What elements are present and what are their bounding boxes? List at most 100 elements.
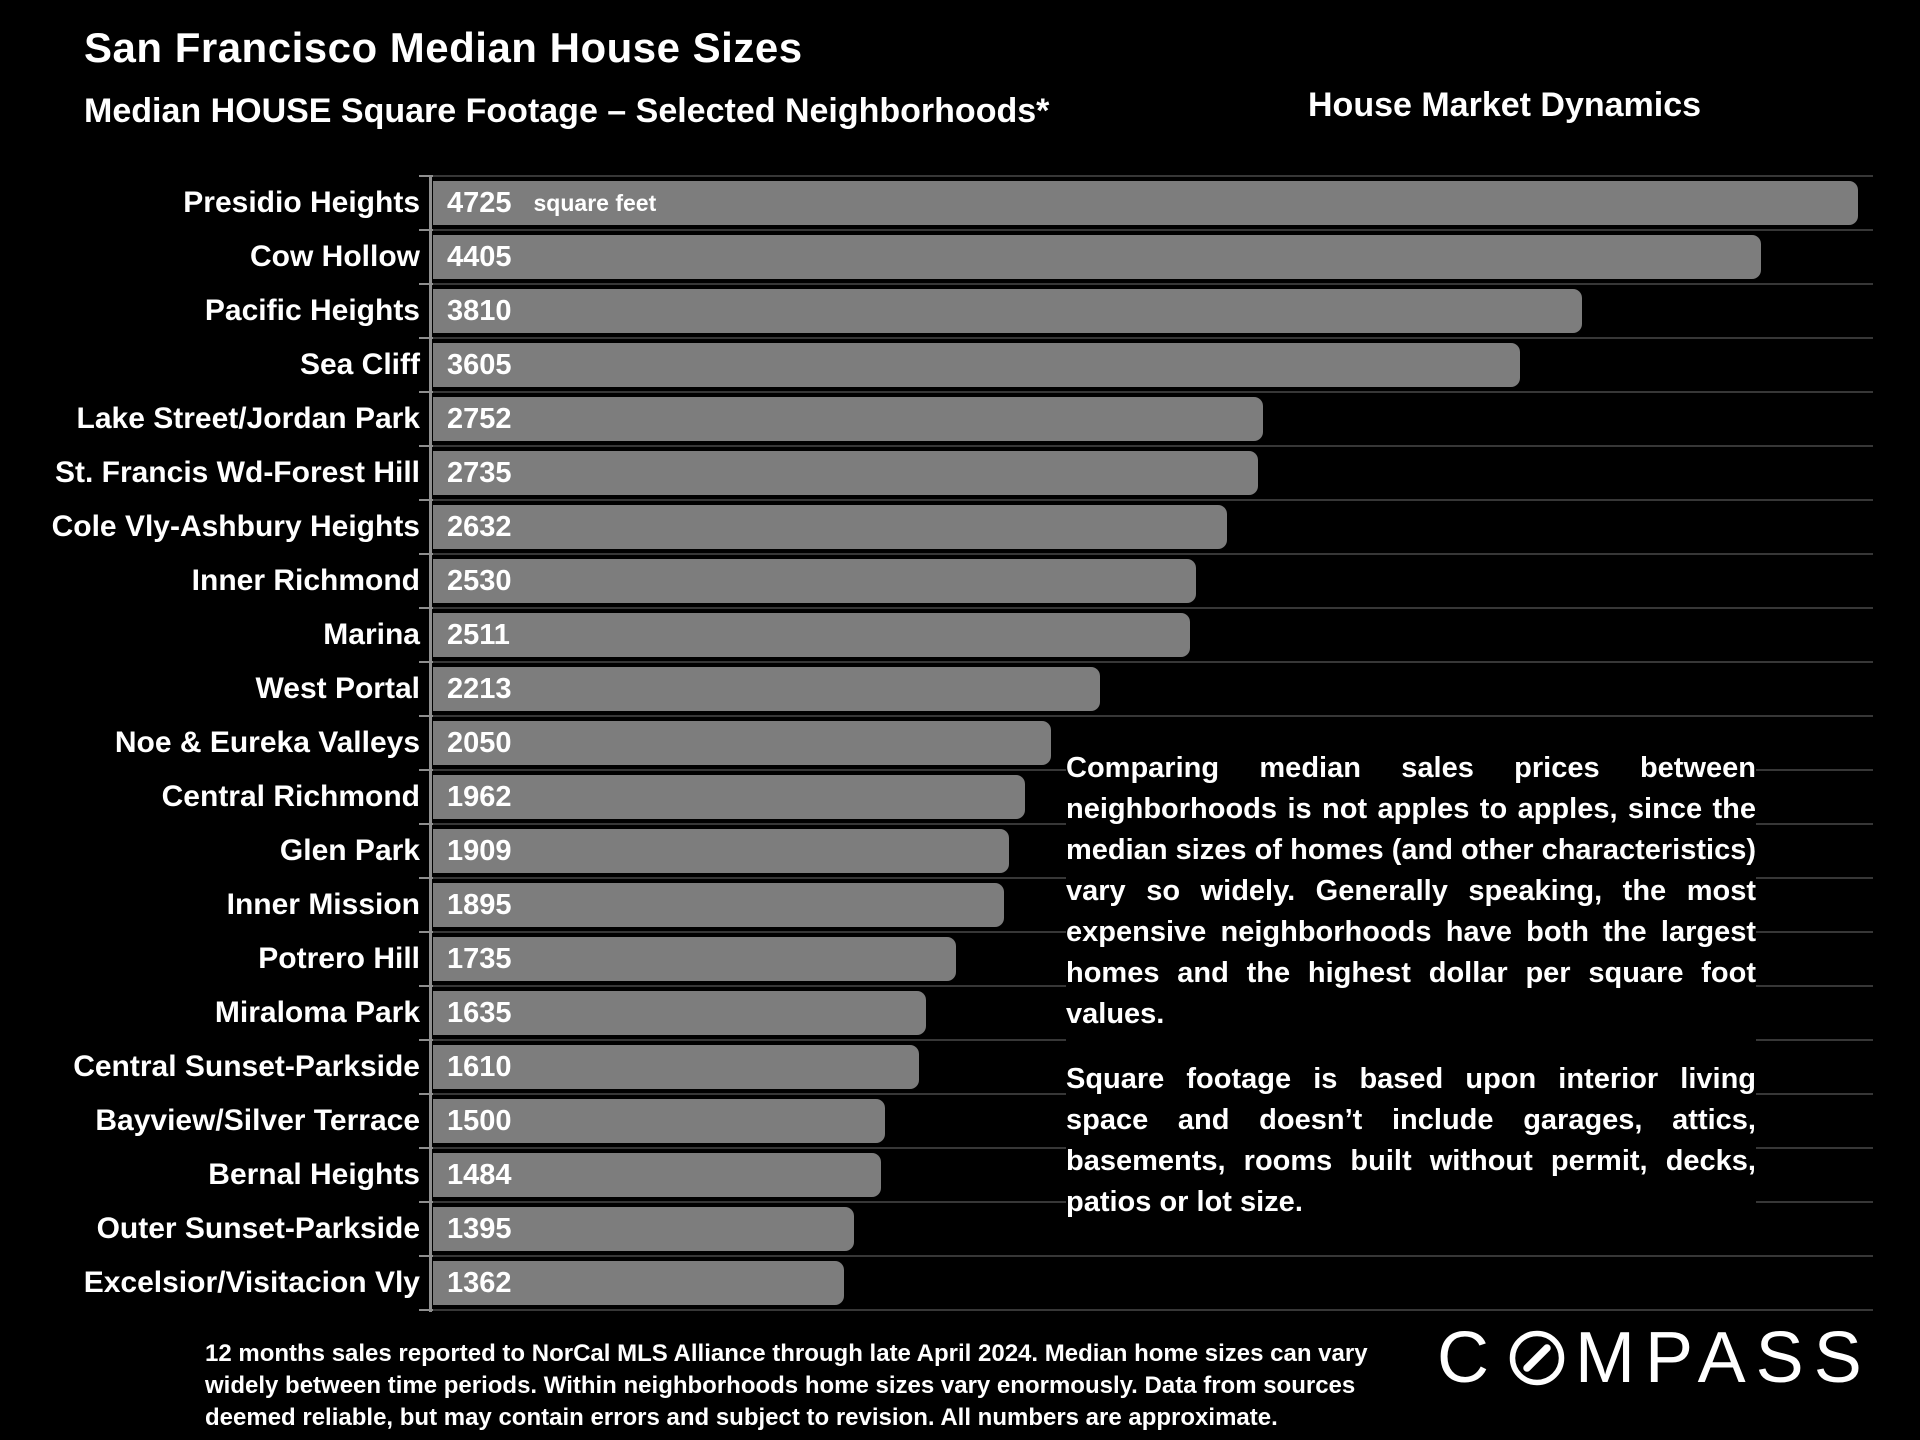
axis-tick xyxy=(419,985,433,987)
row-separator-line xyxy=(433,499,1873,501)
unit-label: square feet xyxy=(533,189,657,216)
bar-value-label: 2511 xyxy=(447,618,510,651)
bar-value-label: 1610 xyxy=(447,1050,512,1083)
bar: 2632 xyxy=(433,505,1227,549)
bar-value-label: 2735 xyxy=(447,456,512,489)
bar-value-label: 1962 xyxy=(447,780,512,813)
chart-row: Central Sunset-Parkside 1610 xyxy=(0,1039,1880,1094)
chart-row: Sea Cliff 3605 xyxy=(0,337,1880,392)
category-label: Bayview/Silver Terrace xyxy=(95,1104,420,1137)
axis-tick xyxy=(419,1147,433,1149)
row-separator-line xyxy=(433,715,1873,717)
footnote-line: deemed reliable, but may contain errors … xyxy=(205,1404,1278,1431)
row-separator-line xyxy=(433,175,1873,177)
axis-tick xyxy=(419,445,433,447)
compass-logo: C MPASS xyxy=(1437,1318,1872,1398)
axis-tick xyxy=(419,283,433,285)
axis-tick xyxy=(419,553,433,555)
footnote: 12 months sales reported to NorCal MLS A… xyxy=(205,1338,1368,1434)
category-label: West Portal xyxy=(255,672,421,705)
axis-tick xyxy=(419,1039,433,1041)
bar: 1395 xyxy=(433,1207,854,1251)
axis-tick xyxy=(419,769,433,771)
row-separator-line xyxy=(433,229,1873,231)
bar: 2752 xyxy=(433,397,1263,441)
chart-row: Excelsior/Visitacion Vly 1362 xyxy=(0,1255,1880,1310)
chart-row: Marina 2511 xyxy=(0,607,1880,662)
bar: 4725 square feet xyxy=(433,181,1858,225)
chart-row: Cow Hollow 4405 xyxy=(0,229,1880,284)
axis-tick xyxy=(419,823,433,825)
bar-value-label: 1362 xyxy=(447,1266,512,1299)
commentary-paragraph: Comparing median sales prices between ne… xyxy=(1066,752,1756,1030)
category-label: Outer Sunset-Parkside xyxy=(96,1212,420,1245)
bar-value-label: 1635 xyxy=(447,996,512,1029)
category-label: Potrero Hill xyxy=(258,942,420,975)
axis-tick xyxy=(419,607,433,609)
bar-value-label: 1735 xyxy=(447,942,512,975)
axis-tick xyxy=(419,1093,433,1095)
chart-row: Lake Street/Jordan Park 2752 xyxy=(0,391,1880,446)
axis-tick xyxy=(419,877,433,879)
bar: 2213 xyxy=(433,667,1100,711)
bar-value-label: 2050 xyxy=(447,726,512,759)
logo-letter: C xyxy=(1437,1318,1499,1398)
compass-o-icon xyxy=(1509,1330,1565,1386)
axis-tick xyxy=(419,499,433,501)
bar: 1610 xyxy=(433,1045,919,1089)
section-heading: House Market Dynamics xyxy=(1308,86,1702,124)
bar-value-label: 1395 xyxy=(447,1212,512,1245)
bar-value-label: 2632 xyxy=(447,510,512,543)
row-separator-line xyxy=(433,553,1873,555)
bar: 4405 xyxy=(433,235,1761,279)
chart-row: Outer Sunset-Parkside 1395 xyxy=(0,1201,1880,1256)
category-label: Central Richmond xyxy=(161,780,420,813)
row-separator-line xyxy=(433,283,1873,285)
bar-value-label: 4405 xyxy=(447,240,512,273)
bar: 1735 xyxy=(433,937,956,981)
chart-row: Inner Richmond 2530 xyxy=(0,553,1880,608)
bar-value-label: 1909 xyxy=(447,834,512,867)
axis-tick xyxy=(419,391,433,393)
row-separator-line xyxy=(433,661,1873,663)
commentary-paragraph: Square footage is based upon interior li… xyxy=(1066,1063,1756,1218)
row-separator-line xyxy=(433,607,1873,609)
axis-tick xyxy=(419,1255,433,1257)
bar: 1362 xyxy=(433,1261,844,1305)
axis-tick xyxy=(419,1201,433,1203)
chart-row: Miraloma Park 1635 xyxy=(0,985,1880,1040)
bar-value-label: 3605 xyxy=(447,348,512,381)
axis-tick xyxy=(419,337,433,339)
row-separator-line xyxy=(433,391,1873,393)
bar: 2735 xyxy=(433,451,1258,495)
category-label: Inner Mission xyxy=(226,888,420,921)
chart-row: Presidio Heights 4725 square feet xyxy=(0,175,1880,230)
category-label: Marina xyxy=(323,618,420,651)
bar: 1500 xyxy=(433,1099,885,1143)
category-label: St. Francis Wd-Forest Hill xyxy=(54,456,420,489)
category-label: Central Sunset-Parkside xyxy=(73,1050,420,1083)
logo-letters: MPASS xyxy=(1575,1318,1872,1398)
bar: 2511 xyxy=(433,613,1190,657)
axis-tick xyxy=(419,229,433,231)
category-label: Noe & Eureka Valleys xyxy=(114,726,420,759)
row-separator-line xyxy=(433,1255,1873,1257)
bar: 1895 xyxy=(433,883,1004,927)
footnote-line: widely between time periods. Within neig… xyxy=(205,1372,1356,1399)
row-separator-line xyxy=(433,1309,1873,1311)
bar: 2050 xyxy=(433,721,1051,765)
axis-tick xyxy=(419,715,433,717)
category-label: Cow Hollow xyxy=(250,240,420,273)
axis-tick xyxy=(419,931,433,933)
category-label: Pacific Heights xyxy=(204,294,420,327)
category-label: Inner Richmond xyxy=(191,564,420,597)
category-label: Sea Cliff xyxy=(299,348,420,381)
commentary-text-box: Comparing median sales prices between ne… xyxy=(1066,748,1756,1247)
chart-row: Bayview/Silver Terrace 1500 xyxy=(0,1093,1880,1148)
category-label: Lake Street/Jordan Park xyxy=(76,402,421,435)
bar-value-label: 2752 xyxy=(447,402,512,435)
bar-value-label: 1500 xyxy=(447,1104,512,1137)
chart-row: Noe & Eureka Valleys 2050 xyxy=(0,715,1880,770)
bar: 1909 xyxy=(433,829,1009,873)
bar-value-label: 3810 xyxy=(447,294,512,327)
